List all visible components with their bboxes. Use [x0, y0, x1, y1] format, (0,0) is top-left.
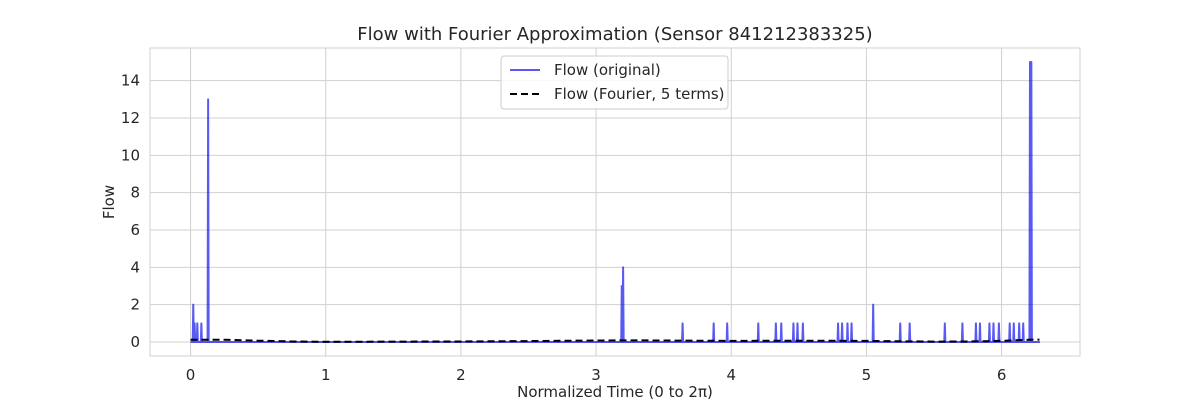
- legend: Flow (original) Flow (Fourier, 5 terms): [500, 55, 729, 110]
- series-line-original: [190, 61, 1040, 343]
- y-tick-label: 8: [130, 184, 140, 202]
- x-tick-label: 0: [186, 366, 196, 384]
- x-tick-label: 5: [862, 366, 872, 384]
- legend-label-fourier: Flow (Fourier, 5 terms): [554, 85, 725, 103]
- y-tick-label: 10: [121, 146, 140, 164]
- x-tick-label: 1: [321, 366, 331, 384]
- y-tick-label: 0: [130, 333, 140, 351]
- x-tick-label: 6: [997, 366, 1007, 384]
- y-tick-label: 4: [130, 258, 140, 276]
- chart-title: Flow with Fourier Approximation (Sensor …: [357, 24, 872, 45]
- legend-label-original: Flow (original): [554, 61, 661, 79]
- y-tick-label: 12: [121, 109, 140, 127]
- series-layer: [190, 61, 1040, 343]
- x-tick-label: 3: [591, 366, 601, 384]
- x-axis-label: Normalized Time (0 to 2π): [517, 383, 713, 400]
- series-line-fourier: [190, 338, 1040, 343]
- y-tick-label: 2: [130, 296, 140, 314]
- y-tick-label: 14: [121, 72, 140, 90]
- x-tick-label: 2: [456, 366, 466, 384]
- x-tick-label: 4: [726, 366, 736, 384]
- legend-box: [500, 55, 729, 110]
- y-tick-label: 6: [130, 221, 140, 239]
- y-axis-label: Flow: [100, 185, 118, 219]
